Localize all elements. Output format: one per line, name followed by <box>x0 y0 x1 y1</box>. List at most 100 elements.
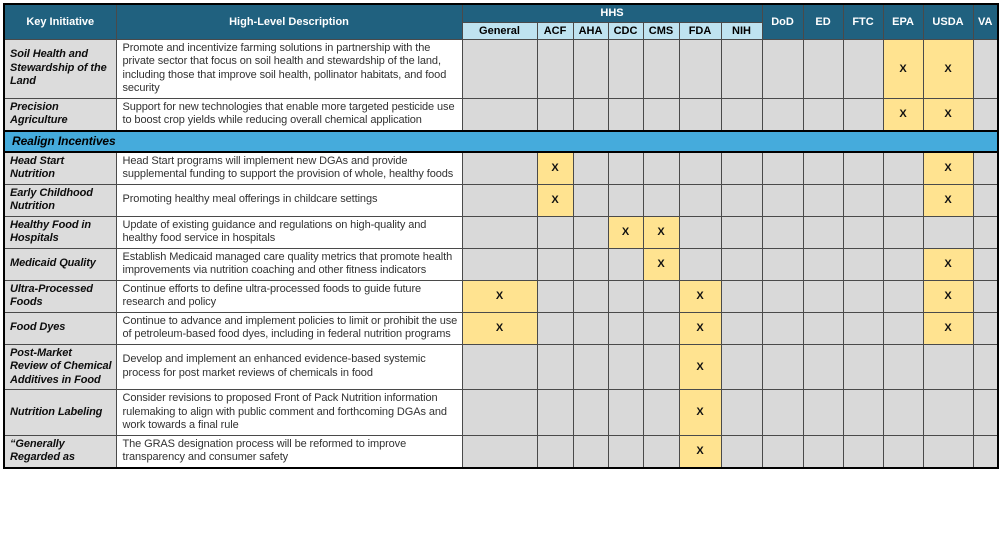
initiative-description: Promote and incentivize farming solution… <box>115 38 463 99</box>
column-header-nih: NIH <box>720 21 763 40</box>
mark-cell-epa <box>882 183 924 217</box>
mark-cell-acf <box>536 434 574 468</box>
mark-cell-ftc <box>842 183 884 217</box>
mark-cell-nih <box>720 311 763 345</box>
mark-cell-va <box>972 279 999 313</box>
column-group-hhs: HHS <box>461 3 763 23</box>
mark-cell-aha <box>572 215 609 249</box>
initiative-row: Early Childhood Nutrition Promoting healt… <box>3 183 999 217</box>
mark-cell-fda <box>678 151 722 185</box>
mark-cell-cdc <box>607 279 644 313</box>
mark-cell-epa <box>882 311 924 345</box>
mark-cell-ftc <box>842 97 884 131</box>
mark-cell-acf <box>536 38 574 99</box>
mark-cell-usda-marked: X <box>922 183 974 217</box>
mark-cell-va <box>972 311 999 345</box>
mark-cell-fda-marked: X <box>678 434 722 468</box>
mark-cell-dod <box>761 279 804 313</box>
mark-cell-epa <box>882 389 924 436</box>
mark-cell-nih <box>720 389 763 436</box>
mark-cell-aha <box>572 279 609 313</box>
mark-cell-acf <box>536 311 574 345</box>
mark-cell-usda-marked: X <box>922 151 974 185</box>
column-header-general: General <box>461 21 538 40</box>
header-row-hhs-subcolumns: General ACF AHA CDC CMS FDA NIH <box>4 21 998 40</box>
mark-cell-usda-marked: X <box>922 97 974 131</box>
mark-cell-acf <box>536 215 574 249</box>
column-header-acf: ACF <box>536 21 574 40</box>
mark-cell-epa-marked: X <box>882 38 924 99</box>
column-header-dod: DoD <box>761 3 804 40</box>
mark-cell-cms <box>642 311 680 345</box>
mark-cell-epa <box>882 434 924 468</box>
mark-cell-cms <box>642 343 680 390</box>
mark-cell-aha <box>572 389 609 436</box>
mark-cell-ftc <box>842 279 884 313</box>
initiative-row: Post-Market Review of Chemical Additives… <box>3 343 999 390</box>
mark-cell-ed <box>802 389 844 436</box>
initiative-row: “Generally Regarded as The GRAS designati… <box>3 434 999 468</box>
column-header-usda: USDA <box>922 3 974 40</box>
mark-cell-aha <box>572 247 609 281</box>
initiative-description: Continue to advance and implement polici… <box>115 311 463 345</box>
mark-cell-cdc <box>607 183 644 217</box>
mark-cell-usda <box>922 434 974 468</box>
mark-cell-epa <box>882 151 924 185</box>
mark-cell-dod <box>761 183 804 217</box>
mark-cell-cms-marked: X <box>642 215 680 249</box>
mark-cell-va <box>972 434 999 468</box>
mark-cell-ed <box>802 151 844 185</box>
mark-cell-va <box>972 215 999 249</box>
mark-cell-nih <box>720 183 763 217</box>
mark-cell-nih <box>720 215 763 249</box>
mark-cell-aha <box>572 97 609 131</box>
initiative-row: Precision Agriculture Support for new tec… <box>3 97 999 131</box>
mark-cell-general-marked: X <box>461 311 538 345</box>
mark-cell-cdc-marked: X <box>607 215 644 249</box>
mark-cell-dod <box>761 38 804 99</box>
mark-cell-acf <box>536 247 574 281</box>
mark-cell-usda <box>922 215 974 249</box>
mark-cell-cms <box>642 279 680 313</box>
mark-cell-epa <box>882 279 924 313</box>
initiative-description: Promoting healthy meal offerings in chil… <box>115 183 463 217</box>
mark-cell-ed <box>802 97 844 131</box>
mark-cell-ftc <box>842 247 884 281</box>
mark-cell-dod <box>761 97 804 131</box>
column-header-va: VA <box>972 3 999 40</box>
mark-cell-cms <box>642 151 680 185</box>
column-header-key-initiative: Key Initiative <box>3 3 117 40</box>
mark-cell-epa <box>882 343 924 390</box>
mark-cell-dod <box>761 215 804 249</box>
mark-cell-general <box>461 434 538 468</box>
initiative-name: Healthy Food in Hospitals <box>3 215 117 249</box>
table-body: Soil Health and Stewardship of the Land P… <box>3 38 999 468</box>
mark-cell-dod <box>761 247 804 281</box>
mark-cell-aha <box>572 311 609 345</box>
initiative-description: Develop and implement an enhanced eviden… <box>115 343 463 390</box>
mark-cell-cms <box>642 434 680 468</box>
initiative-row: Head Start Nutrition Head Start programs … <box>3 151 999 185</box>
mark-cell-va <box>972 97 999 131</box>
mark-cell-general-marked: X <box>461 279 538 313</box>
initiative-name: Early Childhood Nutrition <box>3 183 117 217</box>
mark-cell-cdc <box>607 311 644 345</box>
mark-cell-ftc <box>842 215 884 249</box>
initiative-name: Medicaid Quality <box>3 247 117 281</box>
initiative-name: Ultra-Processed Foods <box>3 279 117 313</box>
column-header-ed: ED <box>802 3 844 40</box>
mark-cell-general <box>461 215 538 249</box>
initiative-name: Soil Health and Stewardship of the Land <box>3 38 117 99</box>
mark-cell-nih <box>720 343 763 390</box>
mark-cell-epa-marked: X <box>882 97 924 131</box>
mark-cell-acf-marked: X <box>536 183 574 217</box>
mark-cell-va <box>972 389 999 436</box>
mark-cell-nih <box>720 247 763 281</box>
mark-cell-ftc <box>842 343 884 390</box>
mark-cell-epa <box>882 215 924 249</box>
mark-cell-ftc <box>842 389 884 436</box>
initiative-row: Food Dyes Continue to advance and impleme… <box>3 311 999 345</box>
mark-cell-usda <box>922 343 974 390</box>
mark-cell-acf <box>536 343 574 390</box>
